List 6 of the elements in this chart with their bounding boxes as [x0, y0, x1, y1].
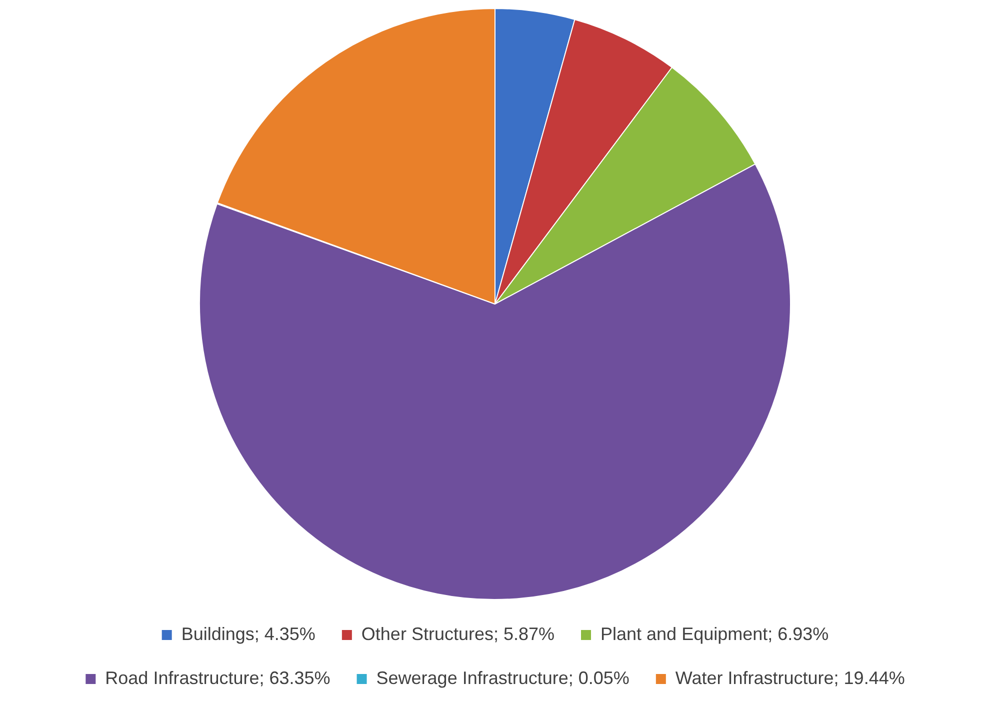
legend-label: Water Infrastructure; 19.44%: [675, 668, 905, 688]
legend-label: Sewerage Infrastructure; 0.05%: [376, 668, 630, 688]
legend-label: Buildings; 4.35%: [181, 624, 316, 644]
legend-label: Plant and Equipment; 6.93%: [600, 624, 829, 644]
legend-label: Other Structures; 5.87%: [361, 624, 555, 644]
legend-label: Road Infrastructure; 63.35%: [105, 668, 330, 688]
